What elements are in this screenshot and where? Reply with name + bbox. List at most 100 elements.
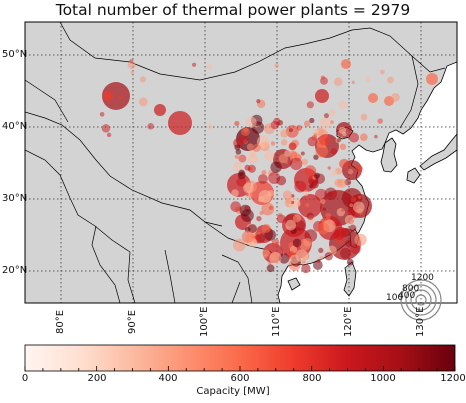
power-plant-marker: [138, 97, 148, 107]
power-plant-marker: [127, 61, 136, 70]
power-plant-marker: [387, 76, 394, 84]
legend-circle-1200: [400, 279, 442, 321]
lon-label-80: 80°E: [55, 309, 66, 334]
power-plant-marker: [246, 143, 254, 151]
power-plant-marker: [320, 75, 325, 80]
colorbar-ticks: [24, 366, 456, 371]
power-plant-marker: [271, 238, 280, 247]
power-plant-marker: [304, 165, 317, 177]
lat-label-30: 30°N: [2, 193, 28, 204]
power-plant-marker: [317, 222, 330, 235]
power-plant-marker: [236, 176, 247, 187]
colorbar-tick-label-200: 200: [87, 373, 107, 384]
power-plant-marker: [355, 165, 363, 173]
power-plant-marker: [289, 157, 303, 171]
power-plant-marker: [247, 153, 258, 164]
power-plant-marker: [350, 243, 361, 255]
power-plant-marker: [330, 148, 338, 155]
lat-label-40: 40°N: [2, 121, 28, 132]
power-plant-marker: [241, 209, 254, 222]
power-plant-marker: [338, 100, 348, 110]
power-plant-marker: [301, 158, 309, 166]
power-plant-marker: [147, 122, 154, 130]
power-plant-marker: [358, 195, 362, 199]
power-plant-marker: [261, 223, 271, 234]
size-legend-label-100: 100: [386, 293, 404, 303]
power-plant-marker: [349, 203, 354, 208]
power-plant-marker: [270, 161, 282, 173]
country-borders: [25, 22, 446, 303]
power-plant-marker: [341, 208, 345, 212]
power-plant-marker: [345, 240, 352, 247]
power-plant-marker: [292, 151, 298, 158]
lon-label-110: 110°E: [271, 306, 282, 337]
power-plant-marker: [319, 255, 324, 260]
power-plant-marker: [319, 117, 332, 130]
power-plant-marker: [278, 153, 288, 164]
land-japan-kyushu: [406, 167, 421, 184]
power-plant-marker: [320, 198, 326, 205]
lat-label-50: 50°N: [2, 49, 28, 60]
power-plant-marker: [360, 133, 368, 142]
lon-label-120: 120°E: [343, 306, 354, 337]
power-plant-marker: [262, 248, 270, 257]
power-plant-marker: [261, 202, 275, 216]
power-plant-marker: [294, 180, 307, 193]
lat-label-20: 20°N: [2, 265, 28, 276]
power-plant-marker: [302, 190, 309, 197]
power-plant-marker: [243, 182, 254, 194]
power-plant-marker: [360, 113, 368, 121]
power-plant-marker: [288, 128, 293, 133]
power-plant-marker: [368, 93, 378, 103]
power-plant-marker: [374, 134, 378, 139]
colorbar-tick-label-600: 600: [230, 373, 250, 384]
power-plant-marker: [264, 150, 275, 161]
power-plant-marker: [256, 99, 261, 104]
power-plant-marker: [266, 264, 275, 273]
power-plant-marker: [339, 143, 347, 150]
colorbar-tick-label-0: 0: [21, 373, 29, 384]
power-plant-marker: [154, 104, 166, 116]
power-plant-marker: [313, 154, 319, 160]
power-plant-marker: [206, 64, 213, 70]
power-plant-marker: [245, 116, 257, 128]
power-plant-marker: [238, 134, 249, 144]
power-plant-marker: [234, 144, 241, 151]
land-korea: [380, 137, 398, 173]
power-plant-marker: [353, 201, 365, 213]
power-plant-marker: [253, 194, 257, 199]
power-plant-marker: [280, 139, 288, 146]
power-plant-marker: [261, 170, 267, 176]
legend-circle-800: [405, 284, 437, 316]
power-plant-marker: [298, 194, 322, 218]
power-plant-marker: [282, 190, 293, 200]
power-plant-marker: [324, 187, 338, 201]
power-plant-marker: [102, 82, 130, 110]
power-plant-marker: [270, 141, 276, 146]
power-plant-marker: [303, 120, 311, 127]
power-plant-marker: [333, 229, 345, 240]
power-plant-marker: [379, 69, 385, 75]
power-plant-marker: [263, 254, 268, 259]
size-legend-label-800: 800: [402, 284, 420, 294]
power-plant-marker: [286, 198, 292, 205]
power-plant-marker: [347, 208, 352, 214]
power-plant-marker: [245, 192, 249, 196]
power-plant-marker: [292, 214, 302, 223]
power-plant-marker: [336, 138, 342, 143]
lon-label-130: 130°E: [415, 306, 426, 337]
power-plant-marker: [338, 126, 346, 134]
power-plant-marker: [232, 161, 243, 172]
size-legend: [400, 279, 442, 321]
power-plant-marker: [292, 238, 302, 248]
power-plant-marker: [258, 174, 268, 184]
colorbar-tick-label-1000: 1000: [370, 373, 396, 384]
lon-label-90: 90°E: [127, 309, 138, 334]
power-plant-marker: [238, 169, 245, 177]
land-japan-honshu: [419, 133, 457, 171]
power-plant-marker: [274, 63, 279, 68]
power-plant-marker: [315, 144, 329, 158]
power-plant-marker: [230, 201, 242, 212]
power-plant-marker: [231, 189, 239, 197]
power-plant-marker: [244, 164, 251, 171]
